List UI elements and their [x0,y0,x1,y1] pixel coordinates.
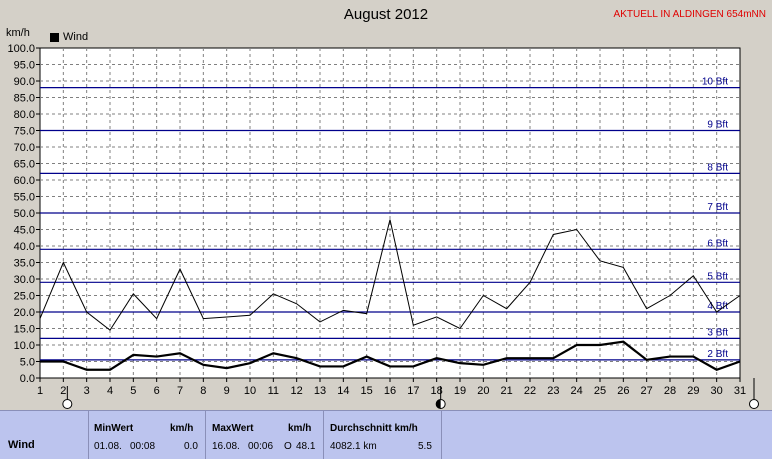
stats-row-label: Wind [8,439,35,451]
max-header: MaxWert [212,423,254,434]
beaufort-label: 8 Bft [707,162,728,173]
y-tick-label: 95.0 [14,60,35,72]
y-tick-label: 70.0 [14,142,35,154]
y-tick-label: 0.0 [20,373,35,385]
legend-swatch [50,32,59,42]
avg-header: Durchschnitt km/h [330,423,418,434]
legend-label-wind: Wind [63,31,89,43]
x-tick-label: 24 [571,385,583,397]
stats-min-cell: MinWert km/h 01.08. 00:08 0.0 [88,411,206,459]
x-tick-label: 15 [361,385,373,397]
y-tick-label: 45.0 [14,225,35,237]
max-unit: km/h [288,423,312,434]
x-tick-label: 3 [84,385,90,397]
x-tick-label: 20 [477,385,489,397]
min-header: MinWert [94,423,134,434]
series-line-average [40,340,741,371]
x-tick-label: 10 [244,385,256,397]
x-tick-label: 14 [337,385,349,397]
y-tick-label: 10.0 [14,340,35,352]
stats-avg-cell: Durchschnitt km/h 4082.1 km 5.5 [323,411,442,459]
beaufort-label: 7 Bft [707,202,728,213]
min-date: 01.08. [94,441,122,452]
y-tick-label: 75.0 [14,126,35,138]
x-tick-label: 17 [407,385,419,397]
chart-title: August 2012 [343,6,429,23]
x-tick-label: 30 [711,385,723,397]
beaufort-label: 2 Bft [707,349,728,360]
x-tick-label: 19 [454,385,466,397]
station-label: AKTUELL IN ALDINGEN 654mNN [613,9,766,20]
x-tick-label: 28 [664,385,676,397]
y-tick-label: 35.0 [14,258,35,270]
y-axis-unit: km/h [6,27,30,39]
x-tick-label: 2 [60,385,66,397]
y-tick-label: 60.0 [14,175,35,187]
min-time: 00:08 [130,441,156,452]
y-tick-label: 90.0 [14,76,35,88]
y-tick-label: 80.0 [14,109,35,121]
beaufort-label: 5 Bft [707,271,728,282]
x-tick-label: 21 [501,385,513,397]
x-tick-label: 11 [268,385,279,397]
legend: Wind [50,31,88,43]
x-tick-label: 16 [384,385,396,397]
y-tick-label: 40.0 [14,241,35,253]
x-tick-label: 25 [594,385,606,397]
beaufort-label: 4 Bft [707,301,728,312]
y-tick-label: 85.0 [14,93,35,105]
x-tick-label: 8 [200,385,206,397]
max-value: 48.1 [296,441,316,452]
avg-distance: 4082.1 km [330,441,377,452]
max-direction: O [284,441,292,452]
x-tick-label: 5 [130,385,136,397]
stats-max-cell: MaxWert km/h 16.08. 00:06 O 48.1 [205,411,324,459]
stats-label-cell: Wind [0,411,89,459]
y-tick-label: 30.0 [14,274,35,286]
max-time: 00:06 [248,441,274,452]
y-tick-label: 15.0 [14,324,35,336]
x-tick-label: 23 [547,385,559,397]
max-date: 16.08. [212,441,240,452]
y-tick-label: 50.0 [14,208,35,220]
moon-marker [62,399,73,409]
x-tick-label: 4 [107,385,113,397]
y-tick-label: 20.0 [14,307,35,319]
x-tick-label: 1 [37,385,43,397]
y-tick-label: 65.0 [14,159,35,171]
x-tick-label: 9 [224,385,230,397]
chart-area: August 2012 AKTUELL IN ALDINGEN 654mNN k… [6,6,766,409]
x-tick-label: 7 [177,385,183,397]
y-tick-label: 100.0 [7,43,35,55]
x-tick-label: 26 [617,385,629,397]
moon-marker-fill [436,399,441,409]
beaufort-label: 9 Bft [707,120,728,131]
wind-chart: 0.0 5.0 10.0 15.0 20.0 25.0 30.0 35.0 40.0 45.0 50… [7,43,759,409]
y-tick-label: 5.0 [20,357,35,369]
avg-value: 5.5 [418,441,432,452]
x-tick-label: 12 [291,385,303,397]
min-value: 0.0 [184,441,198,452]
x-tick-label: 13 [314,385,326,397]
series-line-max [39,219,741,331]
x-tick-label: 6 [154,385,160,397]
x-tick-label: 27 [641,385,653,397]
y-tick-label: 55.0 [14,192,35,204]
x-tick-label: 31 [734,385,746,397]
beaufort-label: 10 Bft [702,77,728,88]
stats-panel: Wind MinWert km/h 01.08. 00:08 0.0 MaxWe… [0,410,772,459]
beaufort-label: 3 Bft [707,327,728,338]
beaufort-label: 6 Bft [707,238,728,249]
moon-marker [749,399,759,409]
x-tick-label: 18 [431,385,443,397]
x-tick-label: 29 [687,385,699,397]
min-unit: km/h [170,423,194,434]
y-tick-label: 25.0 [14,291,35,303]
x-tick-label: 22 [524,385,536,397]
